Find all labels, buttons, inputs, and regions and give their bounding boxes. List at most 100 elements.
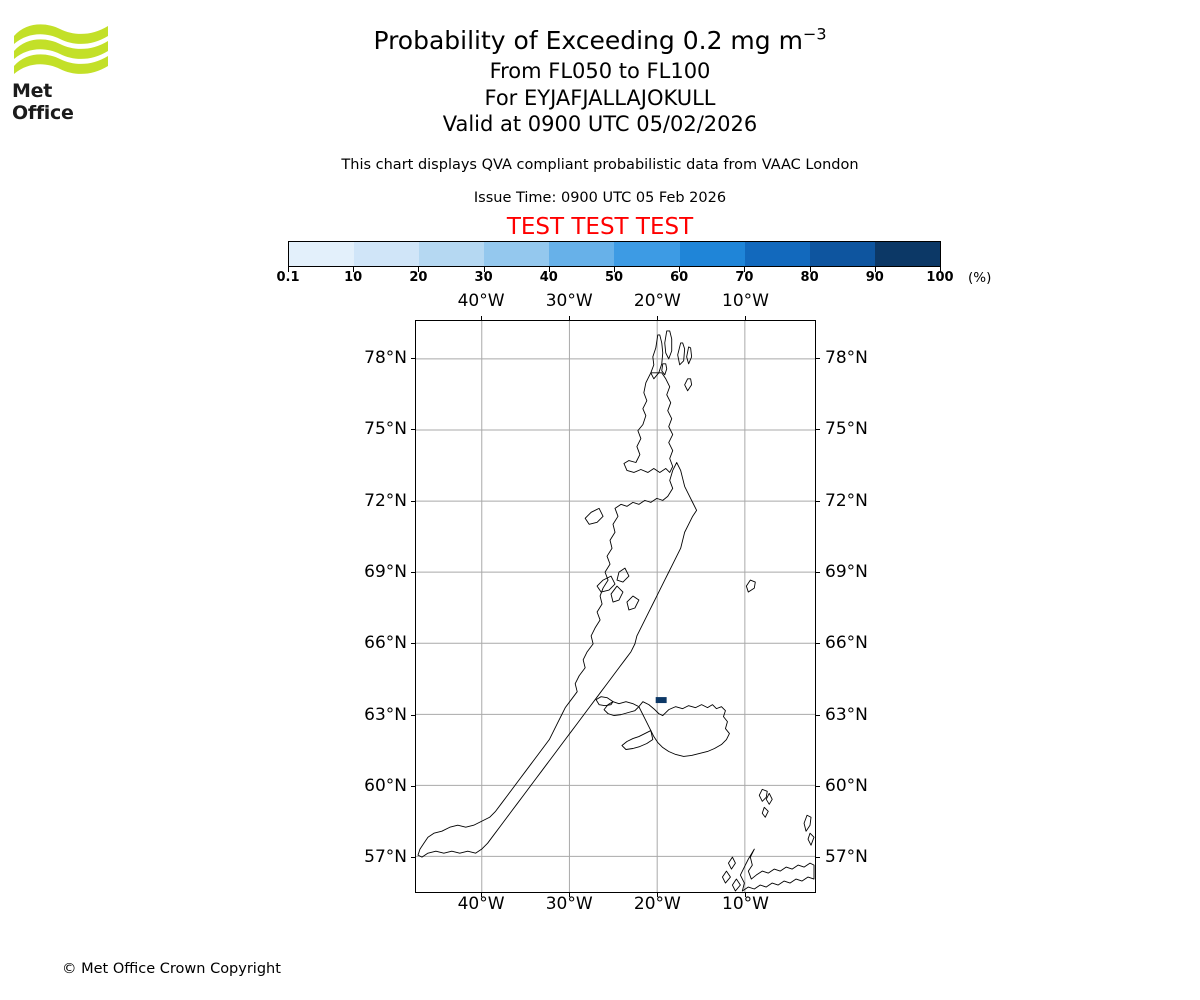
lon-tick-top <box>481 316 483 320</box>
lat-tick-left <box>411 643 415 645</box>
lon-tick-top <box>569 316 571 320</box>
valid-time-line: Valid at 0900 UTC 05/02/2026 <box>442 112 758 136</box>
lat-label-right-60°N: 60°N <box>825 776 868 796</box>
colorbar-tick-60 <box>679 267 681 272</box>
colorbar-segment-8 <box>809 242 875 266</box>
lon-label-bottom-10°W: 10°W <box>722 894 769 914</box>
colorbar-tick-10 <box>353 267 355 272</box>
lon-label-bottom-30°W: 30°W <box>545 894 593 914</box>
lat-label-right-69°N: 69°N <box>825 562 868 583</box>
page-title-text: Probability of Exceeding 0.2 mg m <box>373 26 803 55</box>
ash-cell-marker-0 <box>655 697 667 704</box>
colorbar-segment-7 <box>744 242 810 266</box>
lat-tick-left <box>411 358 415 360</box>
lat-label-right-75°N: 75°N <box>825 419 868 440</box>
colorbar-label-100: 100 <box>926 270 954 285</box>
colorbar-segment-1 <box>354 242 420 266</box>
coastline-paths <box>417 330 815 892</box>
chart-title-block: Probability of Exceeding 0.2 mg m−3 From… <box>0 24 1200 138</box>
colorbar-tick-0.1 <box>288 267 289 272</box>
met-office-wave-icon <box>14 24 108 74</box>
map-plot-area[interactable] <box>415 320 816 893</box>
lat-label-left-66°N: 66°N <box>364 633 407 654</box>
colorbar-label-70: 70 <box>735 270 754 285</box>
colorbar-segment-9 <box>874 242 940 266</box>
met-office-logo: Met Office <box>12 18 110 124</box>
colorbar-tick-90 <box>874 267 876 272</box>
lat-label-left-72°N: 72°N <box>364 490 407 511</box>
colorbar-label-20: 20 <box>409 270 428 285</box>
lat-label-left-60°N: 60°N <box>364 776 407 796</box>
lat-label-left-78°N: 78°N <box>364 348 407 369</box>
lon-tick-bottom <box>657 893 659 897</box>
lat-tick-right <box>816 714 820 716</box>
colorbar-label-50: 50 <box>604 270 624 285</box>
lon-label-bottom-40°W: 40°W <box>457 894 505 914</box>
colorbar-tick-80 <box>809 267 811 272</box>
lon-tick-top <box>745 316 747 320</box>
flight-level-line: From FL050 to FL100 <box>489 59 711 83</box>
colorbar-label-80: 80 <box>800 270 819 285</box>
lat-tick-left <box>411 572 415 574</box>
lat-label-right-57°N: 57°N <box>825 847 868 868</box>
colorbar-tick-70 <box>744 267 746 272</box>
colorbar-segment-3 <box>484 242 550 266</box>
map-gridlines <box>416 321 815 892</box>
copyright-notice: © Met Office Crown Copyright <box>62 961 281 977</box>
colorbar-tick-20 <box>418 267 420 272</box>
probability-colorbar <box>288 241 941 272</box>
lon-label-bottom-20°W: 20°W <box>633 894 681 914</box>
lat-label-left-57°N: 57°N <box>364 847 407 868</box>
lat-tick-left <box>411 714 415 716</box>
colorbar-segment-6 <box>679 242 745 266</box>
page-title-exponent: −3 <box>802 24 827 44</box>
colorbar-segment-4 <box>549 242 615 266</box>
lat-tick-right <box>816 500 820 502</box>
lat-tick-left <box>411 500 415 502</box>
lat-label-right-78°N: 78°N <box>825 348 868 369</box>
lat-label-left-75°N: 75°N <box>364 419 407 440</box>
colorbar-label-0.1: 0.1 <box>276 270 300 285</box>
lon-label-top-10°W: 10°W <box>722 291 769 311</box>
colorbar-label-30: 30 <box>474 270 493 285</box>
colorbar-tick-50 <box>614 267 615 272</box>
colorbar-tick-30 <box>483 267 485 272</box>
lat-label-right-66°N: 66°N <box>825 633 868 654</box>
lat-tick-left <box>411 429 415 431</box>
lon-label-top-40°W: 40°W <box>457 291 505 311</box>
test-banner: TEST TEST TEST <box>506 214 694 240</box>
lon-tick-top <box>657 316 659 320</box>
data-source-note: This chart displays QVA compliant probab… <box>341 157 859 173</box>
lat-label-left-63°N: 63°N <box>364 704 407 725</box>
lat-tick-left <box>411 857 415 859</box>
lat-tick-right <box>816 358 820 360</box>
colorbar-segment-2 <box>419 242 485 266</box>
colorbar-units-label: (%) <box>968 270 992 286</box>
volcano-name-line: For EYJAFJALLAJOKULL <box>484 85 716 110</box>
lat-tick-right <box>816 572 820 574</box>
colorbar-tick-100 <box>940 267 941 272</box>
lon-tick-bottom <box>745 893 747 897</box>
colorbar-label-40: 40 <box>539 270 558 285</box>
met-office-logo-text: Met Office <box>12 80 74 124</box>
colorbar-segment-0 <box>289 242 355 266</box>
colorbar-label-90: 90 <box>865 270 884 285</box>
lon-label-top-30°W: 30°W <box>545 291 593 311</box>
colorbar-gradient <box>288 241 941 267</box>
lat-label-left-69°N: 69°N <box>364 562 407 583</box>
lat-tick-left <box>411 786 415 787</box>
lat-label-right-72°N: 72°N <box>825 490 868 511</box>
colorbar-segment-5 <box>614 242 680 266</box>
lon-tick-bottom <box>481 893 483 897</box>
lon-tick-bottom <box>569 893 571 897</box>
lat-tick-right <box>816 857 820 859</box>
colorbar-label-10: 10 <box>344 270 363 285</box>
colorbar-tick-40 <box>548 267 550 272</box>
lat-tick-right <box>816 429 820 431</box>
lat-tick-right <box>816 786 820 787</box>
issue-time-line: Issue Time: 0900 UTC 05 Feb 2026 <box>473 190 727 206</box>
ash-probability-cells <box>655 697 667 704</box>
colorbar-label-60: 60 <box>670 270 689 285</box>
lat-label-right-63°N: 63°N <box>825 704 868 725</box>
lat-tick-right <box>816 643 820 645</box>
